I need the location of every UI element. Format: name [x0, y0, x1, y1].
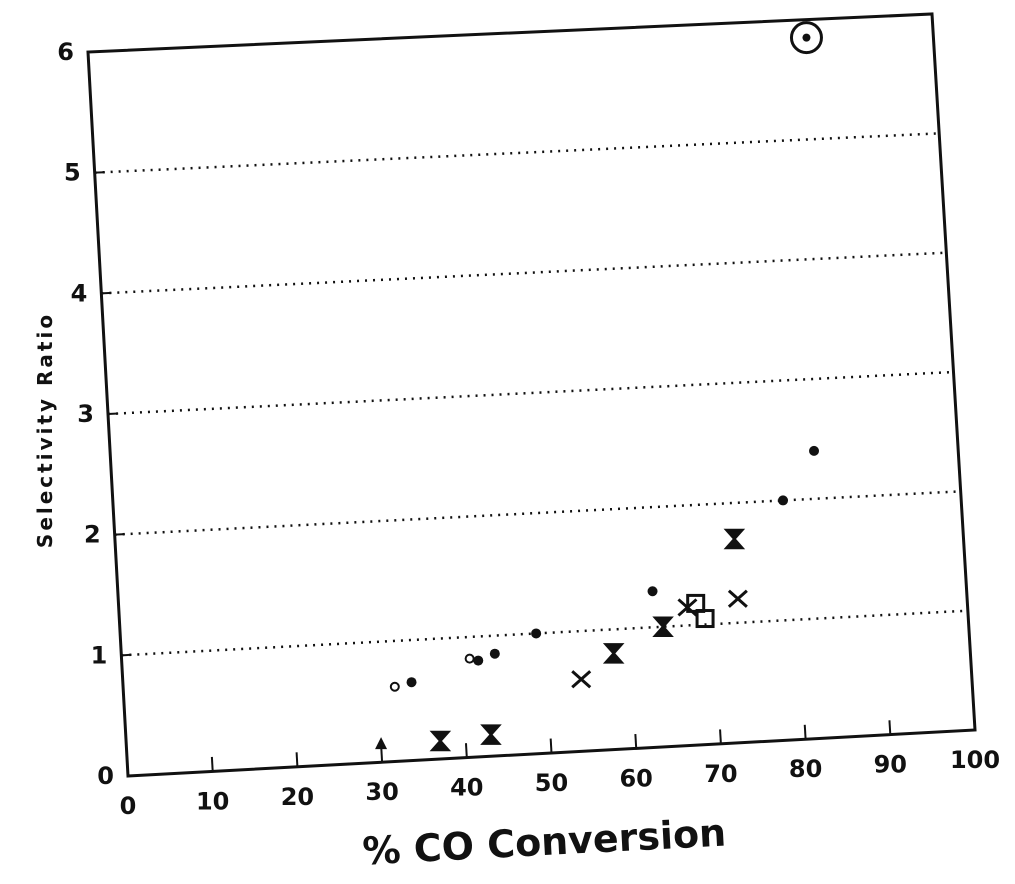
x-axis-title: % CO Conversion [361, 811, 727, 874]
data-point-hourglass [652, 616, 674, 637]
data-point-circle [464, 653, 475, 664]
grid-line [94, 132, 940, 174]
x-tick-label: 30 [365, 778, 398, 806]
x-tick-label: 70 [704, 760, 737, 788]
data-point-hourglass [480, 724, 502, 745]
data-point-dot [647, 586, 658, 597]
plot-frame-border [86, 12, 977, 778]
data-point-hourglass [429, 730, 452, 752]
data-point-dot [489, 648, 500, 659]
data-point-dot [778, 495, 789, 506]
data-point-square [695, 609, 715, 629]
x-tick-label: 0 [120, 792, 137, 820]
x-tick-mark [126, 761, 129, 777]
x-tick-mark [295, 752, 299, 767]
y-axis-title: Selectivity Ratio [33, 312, 57, 548]
x-tick-mark [634, 733, 638, 749]
data-point-dot [406, 677, 417, 688]
data-point-dot [473, 655, 484, 666]
data-point-dot [531, 628, 542, 639]
y-tick-label: 2 [84, 521, 101, 549]
x-tick-mark [803, 724, 807, 740]
x-axis-ticks: 0 10 20 30 40 50 60 70 80 90 100 [120, 715, 1000, 820]
x-tick-mark [719, 729, 722, 744]
y-tick-label: 3 [77, 400, 94, 428]
x-tick-mark [380, 747, 384, 763]
x-tick-label: 20 [281, 783, 314, 811]
y-tick-mark [121, 653, 132, 657]
data-point-circle [389, 681, 400, 692]
grid-lines [94, 132, 968, 657]
x-tick-mark [888, 720, 892, 735]
data-point-hourglass [723, 528, 746, 550]
plot-frame [86, 12, 977, 778]
x-tick-mark [549, 738, 553, 754]
x-tick-label: 80 [789, 755, 822, 783]
y-tick-label: 5 [64, 159, 81, 187]
x-tick-label: 100 [950, 746, 1000, 774]
data-point-circled-dot-ring [789, 21, 823, 55]
y-tick-label: 6 [57, 38, 74, 66]
data-point-dot [809, 445, 820, 456]
data-point-circled-dot [802, 33, 811, 42]
grid-line [101, 251, 947, 295]
data-point-x [571, 670, 592, 689]
data-points [375, 21, 823, 752]
x-tick-label: 40 [450, 774, 483, 802]
x-tick-label: 50 [535, 769, 568, 797]
x-tick-label: 90 [874, 751, 907, 779]
y-tick-mark [127, 774, 139, 777]
grid-line [107, 370, 954, 416]
y-tick-mark [114, 533, 125, 536]
data-point-hourglass [602, 643, 625, 664]
y-tick-label: 1 [91, 641, 108, 669]
x-tick-mark [210, 756, 214, 772]
grid-line [114, 490, 961, 536]
grid-line [121, 609, 968, 657]
x-tick-mark [973, 715, 976, 731]
y-axis-ticks: 0 1 2 3 4 5 6 [57, 38, 139, 790]
x-tick-mark [464, 743, 468, 758]
data-point-x [727, 589, 748, 608]
y-tick-label: 4 [71, 279, 88, 307]
x-tick-label: 60 [619, 764, 652, 792]
y-tick-mark [107, 412, 119, 415]
x-tick-label: 10 [196, 787, 229, 815]
y-tick-label: 0 [97, 762, 114, 790]
data-point-triangle [375, 737, 388, 750]
